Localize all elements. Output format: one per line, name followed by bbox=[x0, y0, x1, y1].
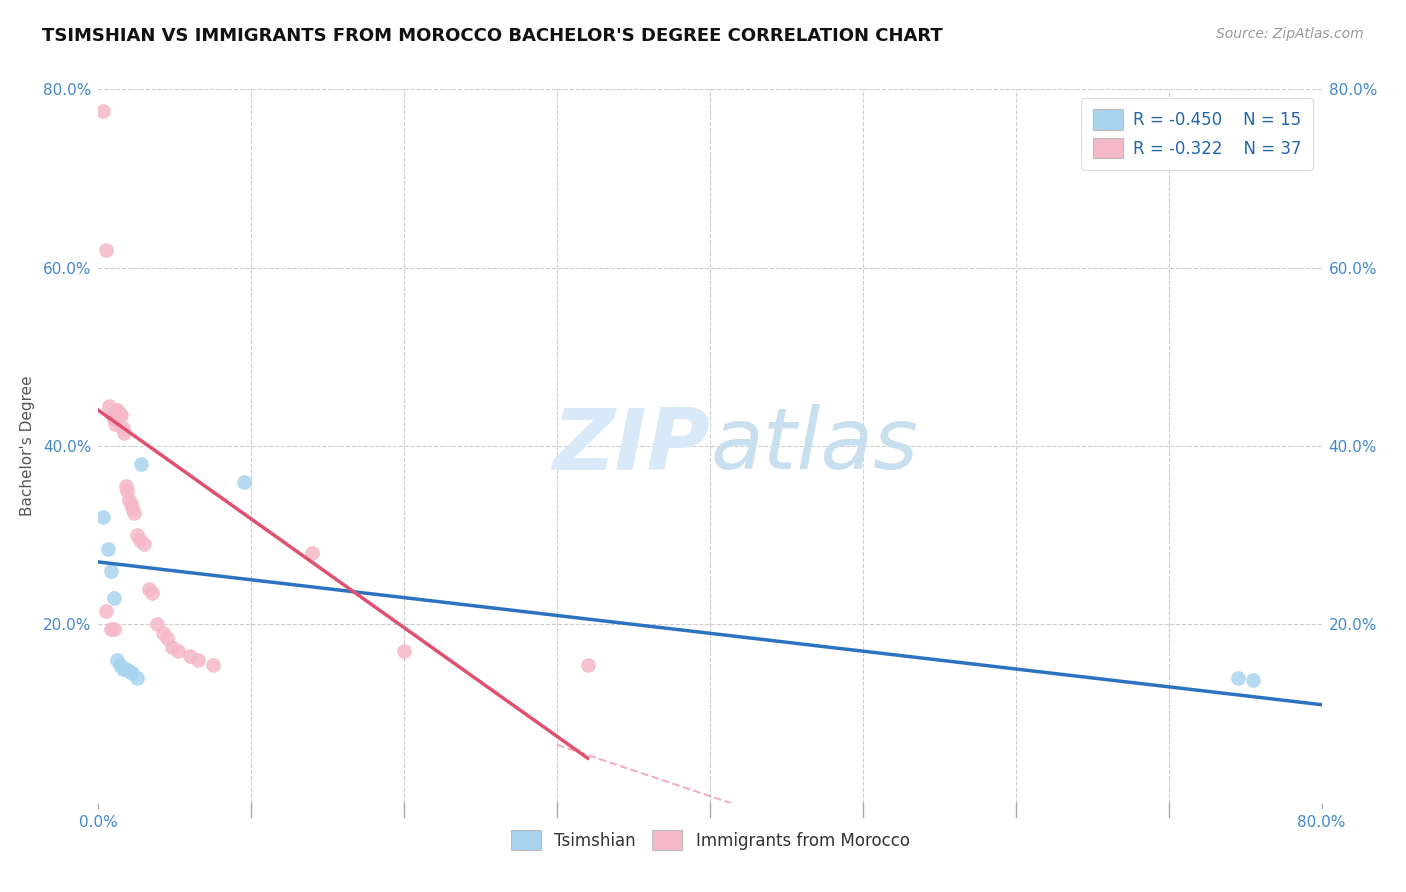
Point bbox=[101, 408, 124, 422]
Point bbox=[138, 582, 160, 596]
Point bbox=[103, 591, 125, 605]
Point bbox=[97, 541, 120, 556]
Point bbox=[128, 533, 150, 547]
Point bbox=[91, 104, 114, 119]
Point bbox=[179, 648, 201, 663]
Point bbox=[156, 631, 179, 645]
Point bbox=[118, 492, 141, 507]
Point bbox=[301, 546, 323, 560]
Point bbox=[141, 586, 163, 600]
Legend: Tsimshian, Immigrants from Morocco: Tsimshian, Immigrants from Morocco bbox=[502, 822, 918, 859]
Point bbox=[100, 564, 122, 578]
Text: Source: ZipAtlas.com: Source: ZipAtlas.com bbox=[1216, 27, 1364, 41]
Point bbox=[98, 399, 121, 413]
Point bbox=[121, 666, 143, 681]
Point bbox=[120, 497, 142, 511]
Point bbox=[111, 421, 134, 435]
Point bbox=[91, 510, 114, 524]
Text: ZIP: ZIP bbox=[553, 404, 710, 488]
Point bbox=[108, 657, 131, 672]
Point bbox=[107, 405, 129, 419]
Point bbox=[129, 457, 152, 471]
Point bbox=[117, 483, 139, 498]
Point bbox=[111, 662, 134, 676]
Point bbox=[94, 604, 117, 618]
Point bbox=[145, 617, 167, 632]
Point bbox=[103, 622, 125, 636]
Point bbox=[232, 475, 254, 489]
Point bbox=[122, 506, 145, 520]
Point bbox=[115, 662, 138, 676]
Point bbox=[202, 657, 225, 672]
Point bbox=[152, 626, 174, 640]
Point bbox=[94, 243, 117, 257]
Point bbox=[103, 412, 125, 426]
Point bbox=[576, 657, 599, 672]
Point bbox=[115, 479, 138, 493]
Point bbox=[134, 537, 156, 551]
Point bbox=[104, 417, 127, 431]
Point bbox=[110, 408, 132, 422]
Point bbox=[392, 644, 416, 658]
Point bbox=[112, 425, 135, 440]
Point bbox=[1241, 673, 1264, 687]
Point bbox=[121, 501, 143, 516]
Point bbox=[105, 653, 128, 667]
Text: atlas: atlas bbox=[710, 404, 918, 488]
Point bbox=[1226, 671, 1249, 685]
Point bbox=[187, 653, 209, 667]
Point bbox=[167, 644, 190, 658]
Point bbox=[105, 403, 128, 417]
Point bbox=[125, 528, 148, 542]
Point bbox=[125, 671, 148, 685]
Point bbox=[118, 664, 141, 678]
Point bbox=[160, 640, 183, 654]
Point bbox=[108, 407, 131, 421]
Y-axis label: Bachelor's Degree: Bachelor's Degree bbox=[20, 376, 35, 516]
Text: TSIMSHIAN VS IMMIGRANTS FROM MOROCCO BACHELOR'S DEGREE CORRELATION CHART: TSIMSHIAN VS IMMIGRANTS FROM MOROCCO BAC… bbox=[42, 27, 943, 45]
Point bbox=[100, 622, 122, 636]
